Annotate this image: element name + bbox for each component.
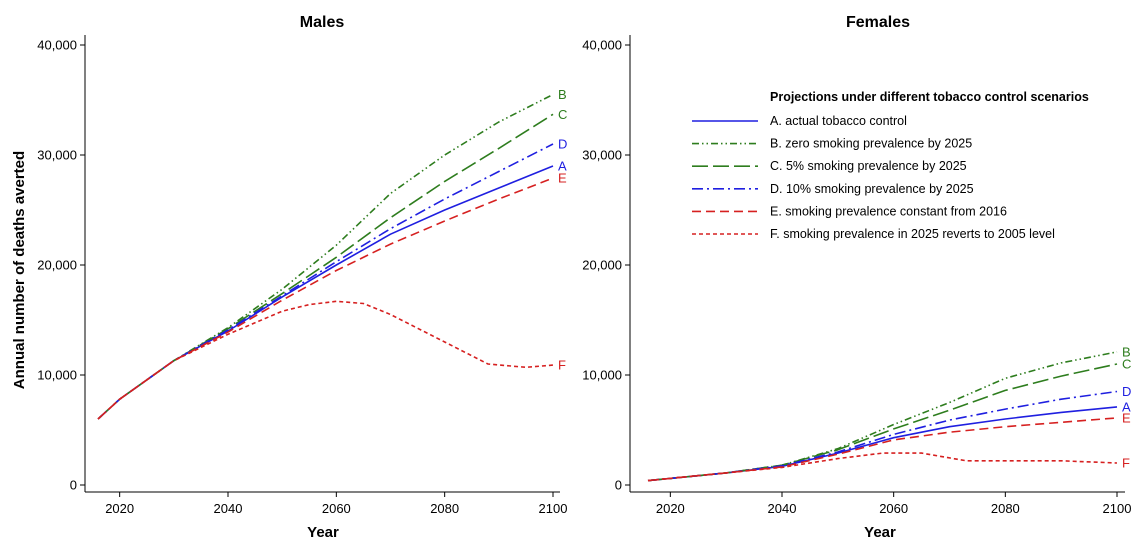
y-tick-label: 20,000 — [37, 258, 77, 273]
series-end-label-f: F — [1122, 456, 1130, 471]
legend-label-f: F. smoking prevalence in 2025 reverts to… — [770, 227, 1055, 241]
legend-label-c: C. 5% smoking prevalence by 2025 — [770, 159, 967, 173]
x-tick-label: 2060 — [879, 501, 908, 516]
panel-title: Males — [300, 14, 345, 31]
x-tick-label: 2040 — [214, 501, 243, 516]
x-tick-label: 2020 — [656, 501, 685, 516]
y-tick-label: 40,000 — [582, 38, 622, 53]
series-line-c — [97, 113, 554, 420]
series-end-label-e: E — [1122, 410, 1131, 425]
x-tick-label: 2080 — [430, 501, 459, 516]
series-line-d — [97, 143, 554, 420]
series-end-label-e: E — [558, 171, 567, 186]
series-end-label-a: A — [558, 159, 567, 174]
females-panel: Females 0 10,000 20,000 30,000 40,000 2020 2040… — [582, 14, 1131, 538]
y-tick-label: 20,000 — [582, 258, 622, 273]
x-tick-label: 2040 — [768, 501, 797, 516]
legend-label-e: E. smoking prevalence constant from 2016 — [770, 204, 1007, 218]
y-tick-label: 40,000 — [37, 38, 77, 53]
series-line-e — [97, 177, 554, 420]
x-tick-label: 2060 — [322, 501, 351, 516]
series-end-label-f: F — [558, 358, 566, 373]
y-tick-label: 30,000 — [582, 148, 622, 163]
series-end-label-c: C — [558, 107, 567, 122]
series-end-label-c: C — [1122, 357, 1131, 372]
series-end-label-d: D — [558, 137, 567, 152]
panel-title: Females — [846, 14, 910, 31]
series-end-label-b: B — [1122, 344, 1131, 359]
legend: Projections under different tobacco cont… — [692, 90, 1089, 241]
y-tick-label: 10,000 — [582, 368, 622, 383]
legend-label-b: B. zero smoking prevalence by 2025 — [770, 137, 972, 151]
y-tick-label: 0 — [615, 478, 622, 493]
legend-label-d: D. 10% smoking prevalence by 2025 — [770, 182, 974, 196]
series-line-b — [97, 93, 554, 420]
males-panel: Males 0 10,000 20,000 30,000 40,000 2020 2040 20… — [37, 14, 567, 538]
x-tick-label: 2020 — [105, 501, 134, 516]
y-tick-label: 0 — [70, 478, 77, 493]
x-axis-title: Year — [307, 524, 339, 538]
series-end-label-d: D — [1122, 384, 1131, 399]
series-line-f — [97, 300, 554, 420]
series-line-a — [647, 406, 1118, 482]
x-tick-label: 2100 — [1103, 501, 1132, 516]
series-line-f — [647, 452, 1118, 482]
series-line-b — [647, 351, 1118, 482]
series-line-c — [647, 363, 1118, 482]
series-end-label-b: B — [558, 87, 567, 102]
series-line-a — [97, 165, 554, 420]
series-end-label-a: A — [1122, 399, 1131, 414]
series-line-d — [647, 390, 1118, 482]
series-line-e — [647, 417, 1118, 482]
x-axis-title: Year — [864, 524, 896, 538]
y-axis-title: Annual number of deaths averted — [11, 151, 28, 389]
legend-label-a: A. actual tobacco control — [770, 114, 907, 128]
y-tick-label: 30,000 — [37, 148, 77, 163]
x-tick-label: 2100 — [539, 501, 568, 516]
x-tick-label: 2080 — [991, 501, 1020, 516]
legend-title: Projections under different tobacco cont… — [770, 90, 1089, 104]
y-tick-label: 10,000 — [37, 368, 77, 383]
